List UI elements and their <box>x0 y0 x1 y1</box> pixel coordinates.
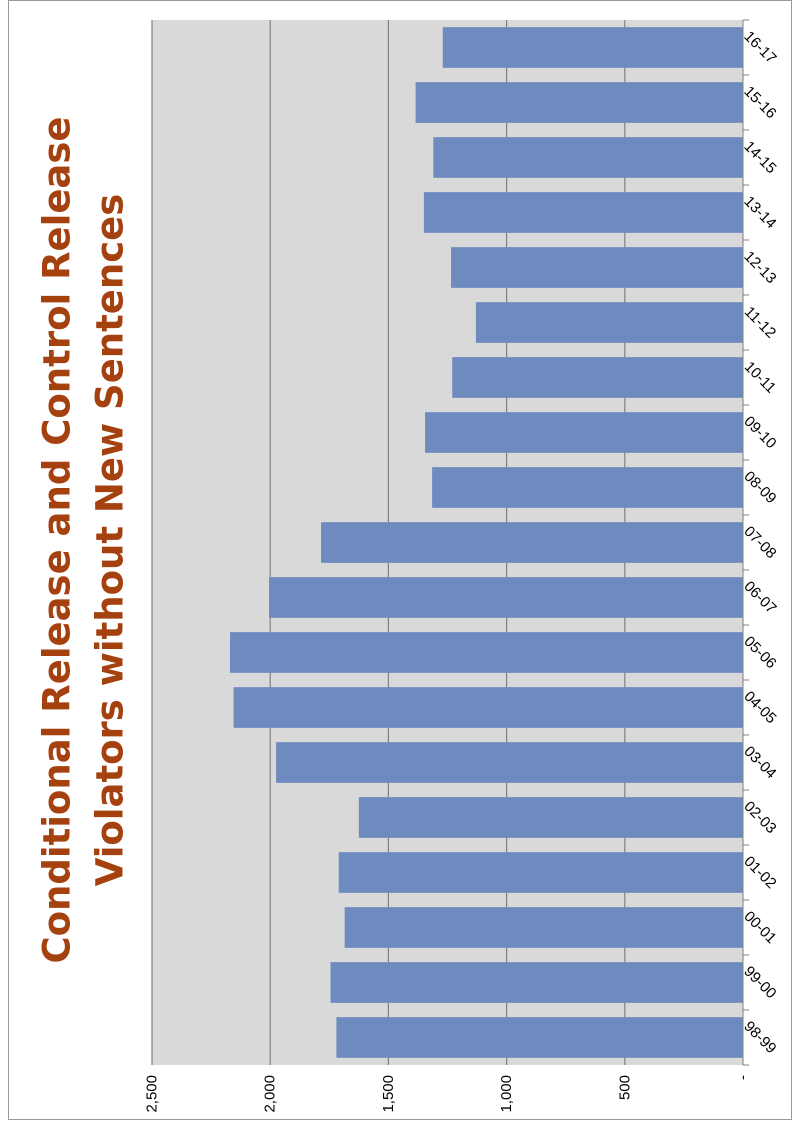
bar-14-15 <box>433 137 743 178</box>
category-label: 09-10 <box>740 413 779 452</box>
bar-05-06 <box>230 632 744 673</box>
bar-15-16 <box>415 82 743 123</box>
category-label: 07-08 <box>740 523 779 562</box>
bar-06-07 <box>269 577 743 618</box>
bar-09-10 <box>425 412 743 453</box>
category-label: 08-09 <box>740 468 779 507</box>
chart-title-line: Violators without New Sentences <box>89 194 132 887</box>
category-label: 16-17 <box>740 28 779 67</box>
category-label: 12-13 <box>740 248 779 287</box>
value-axis: - 500 1,000 1,500 2,000 2,500 <box>144 1075 752 1113</box>
bar-00-01 <box>344 907 743 948</box>
bars <box>230 27 744 1058</box>
value-tick-label: - <box>735 1075 752 1080</box>
category-label: 99-00 <box>740 963 779 1002</box>
bar-16-17 <box>442 27 743 68</box>
category-label: 10-11 <box>741 358 779 396</box>
chart-frame <box>8 0 792 1120</box>
chart-title: Conditional Release and Control Release V… <box>36 116 132 963</box>
category-label: 01-02 <box>740 853 779 892</box>
bar-03-04 <box>276 742 743 783</box>
category-label: 00-01 <box>740 908 779 947</box>
bar-01-02 <box>338 852 743 893</box>
category-label: 04-05 <box>740 688 779 727</box>
value-tick-label: 500 <box>616 1075 633 1100</box>
bar-98-99 <box>336 1017 743 1058</box>
category-label: 02-03 <box>740 798 779 837</box>
category-axis: 98-99 99-00 00-01 01-02 02-03 03-04 04-05 05-06… <box>740 19 780 1066</box>
category-label: 14-15 <box>740 138 779 177</box>
chart-title-line: Conditional Release and Control Release <box>36 116 79 963</box>
category-label: 98-99 <box>740 1018 779 1057</box>
value-tick-label: 1,500 <box>380 1075 397 1113</box>
category-label: 15-16 <box>740 83 779 122</box>
bar-13-14 <box>423 192 743 233</box>
bar-04-05 <box>233 687 744 728</box>
category-label: 06-07 <box>740 578 779 617</box>
bar-07-08 <box>321 522 743 563</box>
bar-12-13 <box>451 247 743 288</box>
value-tick-label: 2,500 <box>144 1075 161 1113</box>
bar-08-09 <box>432 467 743 508</box>
value-tick-label: 2,000 <box>262 1075 279 1113</box>
category-label: 05-06 <box>740 633 779 672</box>
bar-10-11 <box>452 357 743 398</box>
value-tick-label: 1,000 <box>498 1075 515 1113</box>
category-label: 13-14 <box>740 193 779 232</box>
bar-11-12 <box>475 302 743 343</box>
bar-02-03 <box>358 797 743 838</box>
category-label: 11-12 <box>741 303 779 341</box>
category-label: 03-04 <box>740 743 779 782</box>
bar-99-00 <box>330 962 743 1003</box>
